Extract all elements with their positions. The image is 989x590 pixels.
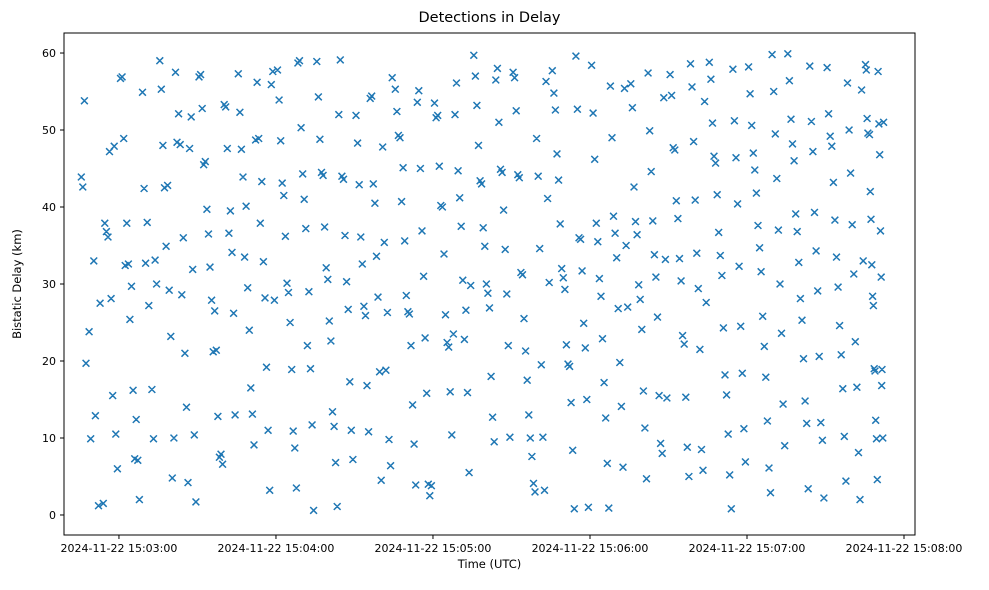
axes-frame xyxy=(63,32,916,536)
x-tick-label: 2024-11-22 15:03:00 xyxy=(61,542,178,555)
x-tick-label: 2024-11-22 15:07:00 xyxy=(689,542,806,555)
y-axis-label: Bistatic Delay (km) xyxy=(10,229,24,339)
y-tick-label: 60 xyxy=(42,47,56,60)
chart-title: Detections in Delay xyxy=(418,10,561,26)
x-tick-label: 2024-11-22 15:06:00 xyxy=(532,542,649,555)
y-tick-label: 10 xyxy=(42,432,56,445)
x-tick-label: 2024-11-22 15:08:00 xyxy=(846,542,963,555)
scatter-points xyxy=(77,49,888,515)
y-tick-label: 0 xyxy=(49,509,56,522)
x-tick-label: 2024-11-22 15:05:00 xyxy=(375,542,492,555)
y-tick-label: 40 xyxy=(42,201,56,214)
y-tick-label: 50 xyxy=(42,124,56,137)
x-tick-label: 2024-11-22 15:04:00 xyxy=(218,542,335,555)
y-tick-label: 30 xyxy=(42,278,56,291)
x-axis-label: Time (UTC) xyxy=(457,557,522,571)
y-tick-label: 20 xyxy=(42,355,56,368)
